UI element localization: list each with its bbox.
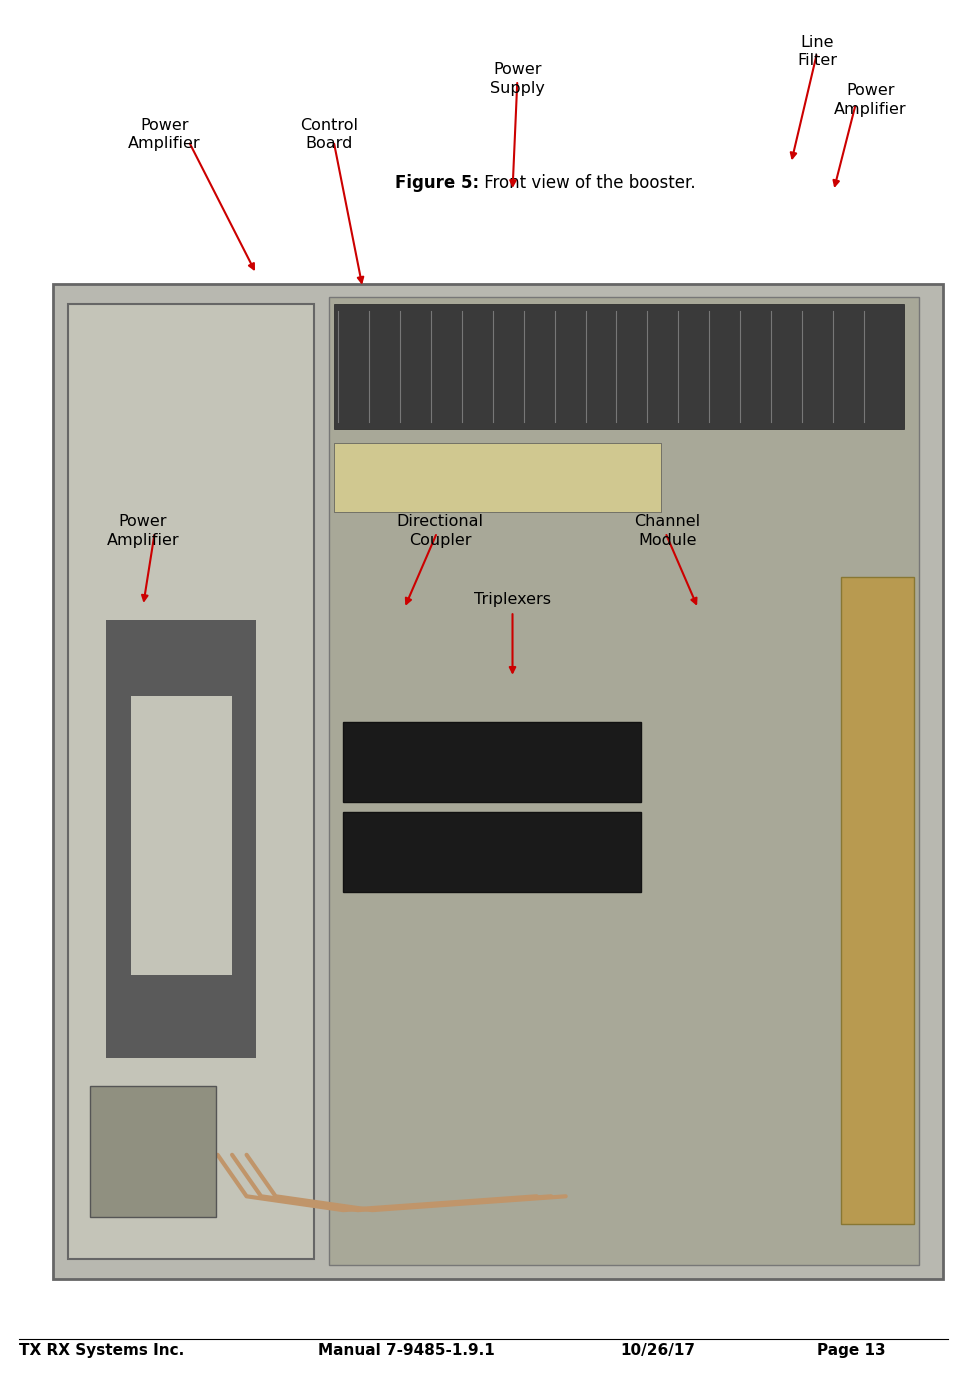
Text: Figure 5:: Figure 5: xyxy=(395,173,479,192)
Text: Triplexers: Triplexers xyxy=(474,592,551,607)
Text: Front view of the booster.: Front view of the booster. xyxy=(479,173,695,192)
Text: 10/26/17: 10/26/17 xyxy=(620,1343,695,1358)
Text: Directional
Coupler: Directional Coupler xyxy=(396,514,484,548)
FancyBboxPatch shape xyxy=(68,304,314,1259)
FancyBboxPatch shape xyxy=(106,620,256,1058)
FancyBboxPatch shape xyxy=(131,696,232,975)
FancyBboxPatch shape xyxy=(343,812,640,892)
Text: Power
Supply: Power Supply xyxy=(490,62,544,95)
Text: TX RX Systems Inc.: TX RX Systems Inc. xyxy=(19,1343,185,1358)
Text: Power
Amplifier: Power Amplifier xyxy=(128,118,201,151)
Text: Channel
Module: Channel Module xyxy=(634,514,700,548)
Text: Power
Amplifier: Power Amplifier xyxy=(834,83,907,116)
Text: Power
Amplifier: Power Amplifier xyxy=(106,514,180,548)
FancyBboxPatch shape xyxy=(334,443,660,512)
FancyBboxPatch shape xyxy=(90,1086,216,1217)
Text: Page 13: Page 13 xyxy=(817,1343,885,1358)
Text: Control
Board: Control Board xyxy=(300,118,358,151)
FancyBboxPatch shape xyxy=(329,297,919,1265)
Text: Manual 7-9485-1.9.1: Manual 7-9485-1.9.1 xyxy=(318,1343,494,1358)
FancyBboxPatch shape xyxy=(841,577,914,1224)
FancyBboxPatch shape xyxy=(53,284,943,1279)
FancyBboxPatch shape xyxy=(334,304,904,429)
FancyBboxPatch shape xyxy=(343,722,640,802)
Text: Line
Filter: Line Filter xyxy=(797,35,837,68)
